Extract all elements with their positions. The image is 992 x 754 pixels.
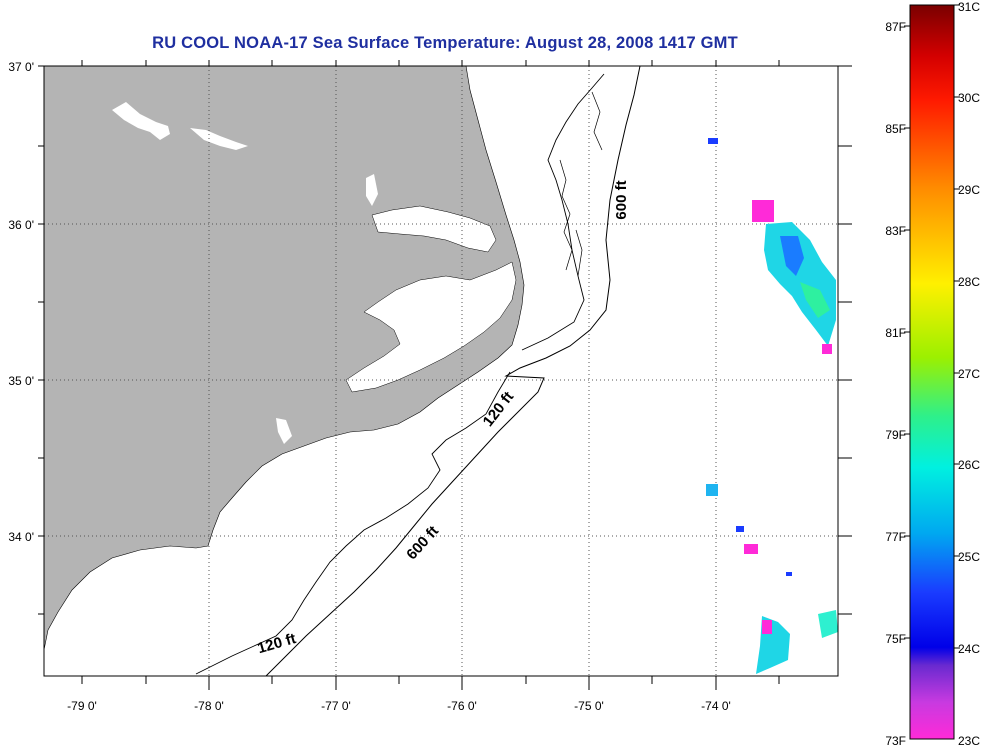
color-bar — [904, 4, 960, 740]
lon-label-77: -77 0' — [321, 699, 351, 713]
shelf-break-wiggles — [559, 91, 603, 277]
lon-label-75: -75 0' — [574, 699, 604, 713]
colorbar-f-85: 85F — [885, 122, 906, 136]
pamlico-sound — [345, 261, 517, 393]
map-title: RU COOL NOAA-17 Sea Surface Temperature:… — [152, 34, 738, 52]
lat-label-35: 35 0' — [8, 374, 34, 388]
grid-lines — [44, 66, 838, 676]
lake-b — [190, 128, 248, 150]
map-ticks — [38, 60, 852, 690]
colorbar-f-79: 79F — [885, 428, 906, 442]
bay-sliver — [366, 174, 378, 206]
colorbar-c-23: 23C — [958, 734, 980, 748]
lat-label-36: 36 0' — [8, 218, 34, 232]
lon-label-79: -79 0' — [67, 699, 97, 713]
lat-label-37: 37 0' — [8, 60, 34, 74]
colorbar-f-75: 75F — [885, 632, 906, 646]
colorbar-c-25: 25C — [958, 550, 980, 564]
map-frame — [43, 65, 839, 677]
colorbar-f-87: 87F — [885, 20, 906, 34]
albemarle-sound — [371, 205, 497, 253]
colorbar-c-27: 27C — [958, 367, 980, 381]
contour-120ft — [195, 73, 605, 675]
colorbar-c-24: 24C — [958, 642, 980, 656]
colorbar-f-81: 81F — [885, 326, 906, 340]
sst-patches — [706, 138, 838, 674]
lon-label-78: -78 0' — [194, 699, 224, 713]
colorbar-c-31: 31C — [958, 0, 980, 14]
colorbar-c-28: 28C — [958, 275, 980, 289]
contour-600ft — [265, 66, 641, 676]
lon-label-76: -76 0' — [447, 699, 477, 713]
lat-label-34: 34 0' — [8, 530, 34, 544]
lake-a — [112, 102, 170, 140]
map-area: 600 ft 120 ft 600 ft 120 ft — [44, 66, 838, 676]
colorbar-f-73: 73F — [885, 734, 906, 748]
colorbar-c-26: 26C — [958, 458, 980, 472]
colorbar-c-29: 29C — [958, 183, 980, 197]
lon-label-74: -74 0' — [701, 699, 731, 713]
contour-label-600ft-north: 600 ft — [613, 180, 630, 219]
inlet-sliver — [276, 418, 292, 444]
colorbar-f-77: 77F — [885, 530, 906, 544]
colorbar-f-83: 83F — [885, 224, 906, 238]
colorbar-c-30: 30C — [958, 91, 980, 105]
